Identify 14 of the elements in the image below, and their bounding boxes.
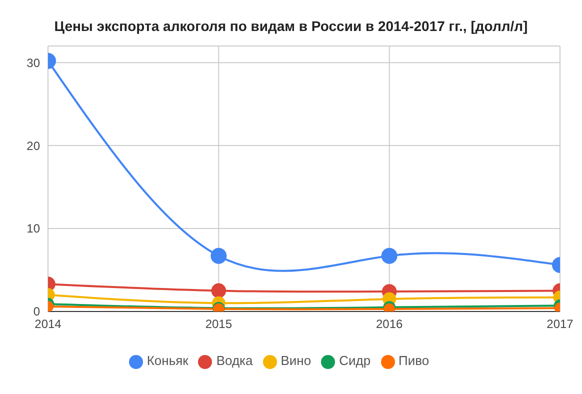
legend-label: Сидр bbox=[339, 353, 371, 368]
legend-label: Водка bbox=[216, 353, 253, 368]
y-tick-label: 0 bbox=[33, 304, 40, 319]
y-tick-label: 30 bbox=[26, 56, 40, 70]
y-tick-label: 20 bbox=[26, 138, 40, 153]
x-tick-label: 2015 bbox=[205, 316, 232, 331]
legend-label: Вино bbox=[280, 353, 312, 368]
x-tick-label: 2014 bbox=[34, 316, 62, 331]
x-tick-label: 2016 bbox=[376, 316, 404, 331]
chart-title: Цены экспорта алкоголя по видам в России в 2014-2017 гг., [долл/л] bbox=[53, 17, 529, 34]
y-tick-label: 10 bbox=[26, 222, 40, 236]
legend-label: Коньяк bbox=[146, 353, 188, 368]
legend-label: Пиво bbox=[398, 353, 430, 368]
x-tick-label: 2017 bbox=[546, 316, 574, 331]
